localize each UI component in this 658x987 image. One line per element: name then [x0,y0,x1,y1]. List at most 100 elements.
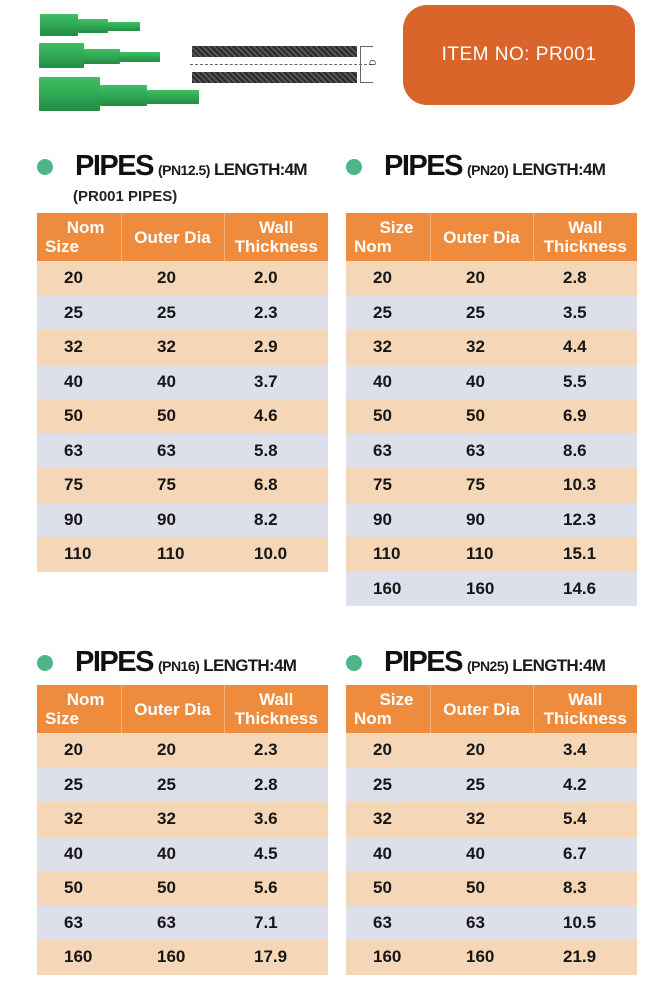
table-cell: 20 [430,261,533,296]
table-cell: 5.4 [533,802,637,837]
table-cell: 75 [37,468,121,503]
table-cell: 63 [37,905,121,940]
table-cell: 32 [121,330,224,365]
table-cell: 10.0 [224,537,328,572]
table-cell: 40 [430,364,533,399]
table-row: 160 160 14.6 [346,571,637,606]
table-cell: 110 [430,537,533,572]
header-label: Outer Dia [134,227,211,247]
header-nom-size: Nom Size [37,685,122,733]
table-cell: 63 [346,433,430,468]
table-cell: 63 [430,433,533,468]
table-row: 63 63 10.5 [346,905,637,940]
table-cell: 32 [121,802,224,837]
table-cell: 50 [430,871,533,906]
table-cell: 8.2 [224,502,328,537]
title-pressure: (PN16) [157,658,200,674]
table-row: 90 90 12.3 [346,502,637,537]
header-wall-thickness: Wall Thickness [533,685,637,733]
table-cell: 32 [346,330,430,365]
table-cell: 160 [346,571,430,606]
table-cell: 40 [430,836,533,871]
table-row: 20 20 2.3 [37,733,328,768]
table-cell: 32 [430,802,533,837]
pipe-wall-bottom [192,72,357,83]
header-outer-dia: Outer Dia [121,685,225,733]
spec-table-pn12-5: Nom Size Outer Dia Wall Thickness 20 20 2.0 … [37,213,328,572]
table-row: 50 50 6.9 [346,399,637,434]
table-row: 40 40 5.5 [346,364,637,399]
table-cell: 20 [346,261,430,296]
title-length: LENGTH:4M [512,160,606,179]
table-row: 75 75 6.8 [37,468,328,503]
table-cell: 160 [430,571,533,606]
table-row: 110 110 10.0 [37,537,328,572]
table-cell: 14.6 [533,571,637,606]
table-cell: 20 [430,733,533,768]
pipe-segment [120,52,160,62]
table-row: 25 25 3.5 [346,295,637,330]
header-label: Outer Dia [443,227,520,247]
center-axis [190,64,372,65]
table-cell: 8.3 [533,871,637,906]
table-cell: 6.8 [224,468,328,503]
table-cell: 6.7 [533,836,637,871]
table-row: 40 40 4.5 [37,836,328,871]
title-pressure: (PN20) [466,162,509,178]
table-cell: 2.0 [224,261,328,296]
header-outer-dia: Outer Dia [430,685,534,733]
header-wall-thickness: Wall Thickness [224,685,328,733]
table-cell: 2.8 [224,767,328,802]
header-label: Size [379,218,414,237]
table-cell: 50 [37,871,121,906]
table-cell: 25 [346,767,430,802]
table-cell: 25 [430,295,533,330]
table-cell: 50 [121,399,224,434]
table-row: 110 110 15.1 [346,537,637,572]
table-row: 32 32 3.6 [37,802,328,837]
header-label: Outer Dia [134,699,211,719]
header-label: Wall [259,218,294,237]
table-cell: 50 [430,399,533,434]
table-cell: 7.1 [224,905,328,940]
table-cell: 110 [346,537,430,572]
table-cell: 32 [37,330,121,365]
table-cell: 3.5 [533,295,637,330]
table-cell: 3.6 [224,802,328,837]
table-cell: 6.9 [533,399,637,434]
table-cell: 63 [121,433,224,468]
table-cell: 4.6 [224,399,328,434]
section-title: PIPES (PN16) LENGTH:4M [75,646,297,679]
table-cell: 20 [346,733,430,768]
table-cell: 40 [121,836,224,871]
table-header-row: Nom Size Outer Dia Wall Thickness [37,213,328,261]
table-cell: 12.3 [533,502,637,537]
table-row: 32 32 5.4 [346,802,637,837]
table-cell: 5.5 [533,364,637,399]
table-cell: 40 [37,836,121,871]
product-header: D ITEM NO: PR001 [0,0,658,130]
table-cell: 50 [346,399,430,434]
spec-table-pn20: Size Nom Outer Dia Wall Thickness 20 20 2.8 … [346,213,637,606]
title-pressure: (PN25) [466,658,509,674]
section-title: PIPES (PN12.5) LENGTH:4M [75,150,308,183]
table-row: 32 32 4.4 [346,330,637,365]
table-header-row: Size Nom Outer Dia Wall Thickness [346,213,637,261]
header-outer-dia: Outer Dia [430,213,534,261]
header-label: Wall [259,690,294,709]
table-row: 25 25 2.3 [37,295,328,330]
table-cell: 25 [121,767,224,802]
table-cell: 2.9 [224,330,328,365]
bullet-icon [37,655,53,671]
spec-table-pn16: Nom Size Outer Dia Wall Thickness 20 20 2.3 … [37,685,328,975]
table-cell: 5.8 [224,433,328,468]
table-cell: 4.4 [533,330,637,365]
header-label: Wall [568,690,603,709]
table-row: 40 40 3.7 [37,364,328,399]
table-cell: 10.5 [533,905,637,940]
header-size-nom: Size Nom [346,213,431,261]
pipe-segment [147,90,199,104]
header-wall-thickness: Wall Thickness [224,213,328,261]
title-main: PIPES [75,646,154,678]
header-label: Wall [568,218,603,237]
